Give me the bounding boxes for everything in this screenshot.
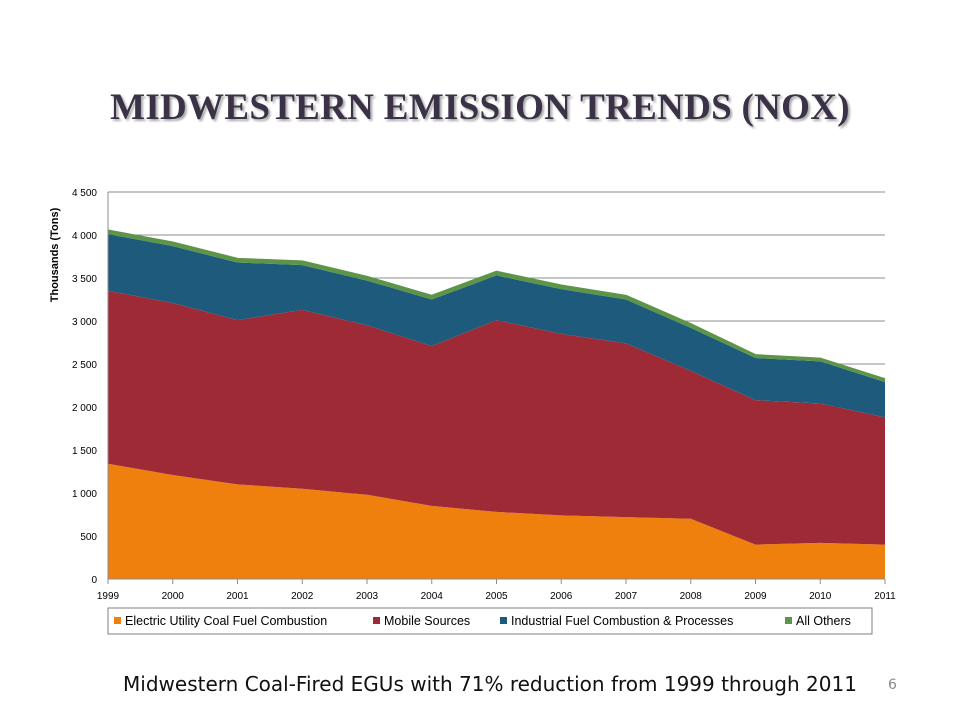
legend: Electric Utility Coal Fuel Combustion Mob… [107,607,873,635]
x-tick-label: 1999 [97,591,120,602]
area-series-1 [108,290,885,545]
legend-swatch [785,617,792,624]
y-tick-label: 2 000 [72,403,97,414]
x-tick-label: 2000 [162,591,185,602]
area-series-2 [108,234,885,418]
x-tick-label: 2007 [615,591,638,602]
y-tick-label: 4 000 [72,231,97,242]
legend-box [107,607,873,635]
y-tick-label: 0 [91,575,97,586]
legend-label: Electric Utility Coal Fuel Combustion [125,614,327,628]
y-tick-label: 3 000 [72,317,97,328]
y-tick-label: 1 000 [72,489,97,500]
y-tick-label: 3 500 [72,274,97,285]
legend-label: Industrial Fuel Combustion & Processes [511,614,733,628]
x-tick-label: 2005 [485,591,508,602]
all-others-edge [107,229,886,381]
legend-swatch [373,617,380,624]
slide-title: MIDWESTERN EMISSION TRENDS (NOX) [110,87,850,128]
x-tick-label: 2006 [550,591,573,602]
x-tick-labels: 1999 2000 2001 2002 2003 2004 2005 2006 2007 2008… [97,591,896,602]
x-tick-label: 2011 [874,591,896,602]
x-tick-label: 2001 [226,591,249,602]
x-tick-label: 2010 [809,591,832,602]
legend-label: All Others [796,614,851,628]
y-tick-labels: 0 500 1 000 1 500 2 000 2 500 3 000 3 500 4 000 4… [72,188,97,586]
legend-swatch [500,617,507,624]
x-tick-label: 2008 [680,591,703,602]
x-tick-label: 2004 [421,591,444,602]
page-number: 6 [888,677,897,693]
x-tick-label: 2003 [356,591,379,602]
x-tick-label: 2009 [744,591,767,602]
y-tick-label: 4 500 [72,188,97,199]
y-axis-label: Thousands (Tons) [49,207,61,302]
y-tick-label: 2 500 [72,360,97,371]
y-tick-label: 500 [80,532,97,543]
slide-caption: Midwestern Coal-Fired EGUs with 71% redu… [123,672,857,696]
x-tick-label: 2002 [291,591,314,602]
axes [107,192,886,584]
area-series [107,229,886,579]
y-tick-label: 1 500 [72,446,97,457]
legend-label: Mobile Sources [384,614,470,628]
area-series-0 [108,463,885,579]
legend-swatch [114,617,121,624]
